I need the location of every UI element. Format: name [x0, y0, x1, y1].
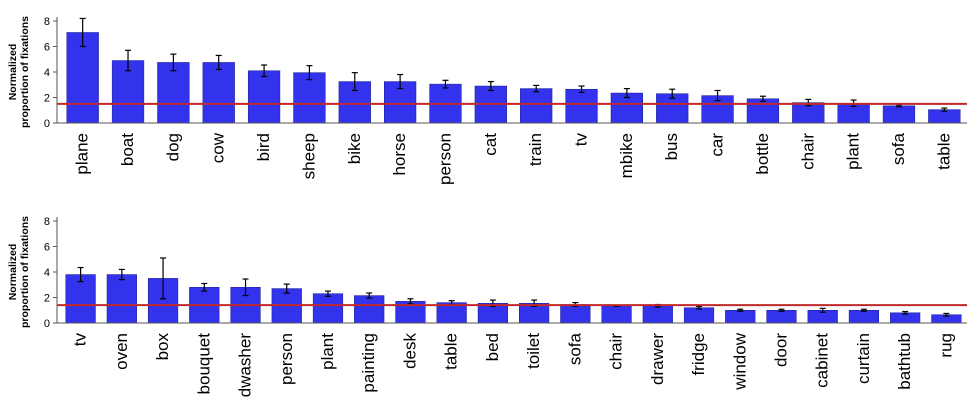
x-tick-label: bed [483, 333, 502, 361]
x-tick-label: car [708, 133, 727, 157]
x-tick-label: drawer [648, 333, 667, 385]
y-axis-label-line: Normalized [7, 244, 19, 301]
bar [725, 310, 756, 324]
chart-top-svg: Normalizedproportion of fixations 0 2 4 6 8 pl… [7, 16, 967, 185]
bar [157, 62, 190, 124]
x-tick-label: tv [572, 133, 591, 147]
x-tick-label: bottle [753, 133, 772, 175]
y-axis-label: Normalizedproportion of fixations [7, 16, 31, 128]
x-tick-label: painting [359, 333, 378, 393]
x-tick-label: bus [662, 133, 681, 160]
x-tick-label: desk [400, 333, 419, 369]
y-axis-label: Normalizedproportion of fixations [7, 216, 31, 328]
x-tick-label: plant [844, 133, 863, 170]
x-tick-label: boat [118, 133, 137, 166]
x-tick-label: table [934, 133, 953, 170]
bar [354, 295, 385, 324]
x-tick-label: bathtub [895, 333, 914, 390]
y-tick-label: 0 [44, 318, 50, 330]
x-tick-label: bouquet [194, 333, 213, 395]
x-tick-label: box [153, 333, 172, 361]
bar [746, 98, 780, 124]
bar [848, 310, 880, 324]
chart-bottom-svg: Normalizedproportion of fixations 0 2 4 6 8 tv… [7, 216, 967, 398]
x-tick-label: toilet [524, 333, 543, 369]
x-tick-label: bike [345, 133, 364, 164]
y-axis-label-line: proportion of fixations [19, 216, 31, 328]
x-tick-label: sofa [565, 332, 584, 365]
y-tick-label: 8 [44, 16, 50, 28]
y-tick-label: 2 [44, 293, 50, 305]
y-tick-label: 6 [44, 242, 50, 254]
chart-top: Normalizedproportion of fixations 0 2 4 6 8 pl… [7, 16, 967, 185]
x-tick-label: cabinet [813, 333, 832, 388]
x-tick-label: tv [71, 333, 90, 347]
bar [106, 274, 137, 324]
bar [565, 88, 598, 124]
y-tick-label: 2 [44, 93, 50, 105]
y-tick-label: 0 [44, 118, 50, 130]
x-tick-label: person [435, 133, 454, 185]
bar [247, 70, 281, 124]
bar [202, 62, 235, 124]
x-tick-label: door [771, 333, 790, 367]
x-tick-label: window [730, 332, 749, 390]
x-tick-label: train [526, 133, 545, 166]
x-tick-label: cow [209, 132, 228, 163]
x-tick-label: chair [798, 133, 817, 170]
x-tick-label: horse [390, 133, 409, 176]
y-tick-label: 6 [44, 42, 50, 54]
bar [766, 310, 797, 324]
chart-bottom: Normalizedproportion of fixations 0 2 4 6 8 tv… [0, 204, 972, 413]
bar [312, 293, 344, 324]
y-tick-label: 4 [44, 267, 50, 279]
x-tick-label: rug [936, 333, 955, 358]
bar [642, 305, 673, 324]
x-tick-label: fridge [689, 333, 708, 376]
x-tick-label: dog [163, 133, 182, 161]
x-tick-label: table [442, 333, 461, 370]
y-tick-label: 4 [44, 67, 50, 79]
bar [683, 307, 715, 324]
y-axis-label-line: proportion of fixations [19, 16, 31, 128]
x-tick-label: cat [481, 133, 500, 156]
x-tick-label: sofa [889, 132, 908, 165]
x-tick-label: sheep [299, 133, 318, 179]
y-tick-label: 8 [44, 216, 50, 228]
x-tick-label: dwasher [236, 333, 255, 398]
bar [560, 304, 591, 324]
x-tick-label: plant [318, 333, 337, 370]
bar [601, 305, 632, 324]
bar [520, 88, 553, 124]
x-tick-label: person [277, 333, 296, 385]
x-tick-label: bird [254, 133, 273, 161]
x-tick-label: chair [607, 333, 626, 370]
y-axis-label-line: Normalized [7, 44, 19, 101]
bar [65, 274, 96, 324]
bar [882, 105, 916, 124]
x-tick-label: oven [112, 333, 131, 370]
x-tick-label: mbike [617, 133, 636, 178]
x-tick-label: plane [73, 133, 92, 175]
x-tick-label: curtain [854, 333, 873, 384]
